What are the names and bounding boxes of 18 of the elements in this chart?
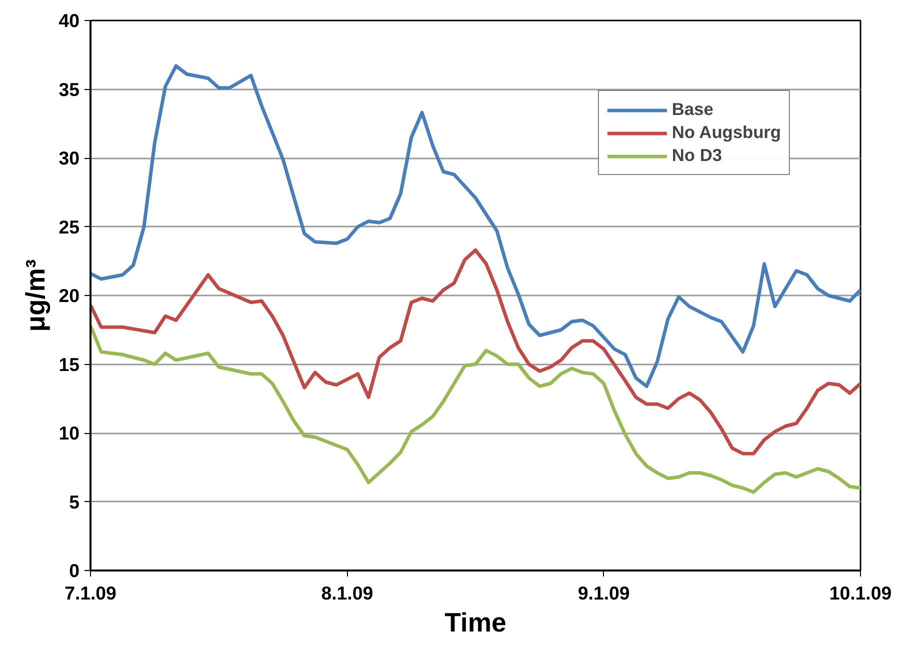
y-tick-label: 20 — [58, 285, 80, 306]
x-tick-label: 8.1.09 — [321, 582, 374, 604]
x-tick-label: 7.1.09 — [64, 582, 116, 604]
y-tick-label: 5 — [69, 491, 80, 512]
y-tick-label: 30 — [58, 148, 80, 168]
legend-label: No Augsburg — [672, 122, 781, 143]
x-axis-title: Time — [444, 608, 506, 638]
y-tick-label: 35 — [58, 78, 80, 100]
y-tick-label: 10 — [58, 422, 80, 444]
y-axis-title: μg/m³ — [20, 259, 51, 332]
legend-label: No D3 — [672, 145, 722, 166]
y-tick-label: 0 — [69, 560, 80, 581]
x-tick-label: 10.1.09 — [829, 582, 892, 604]
legend-label: Base — [672, 99, 714, 120]
y-tick-label: 15 — [58, 354, 80, 375]
x-tick-label: 9.1.09 — [578, 582, 630, 604]
y-tick-label: 40 — [58, 10, 80, 31]
y-tick-label: 25 — [58, 216, 80, 238]
